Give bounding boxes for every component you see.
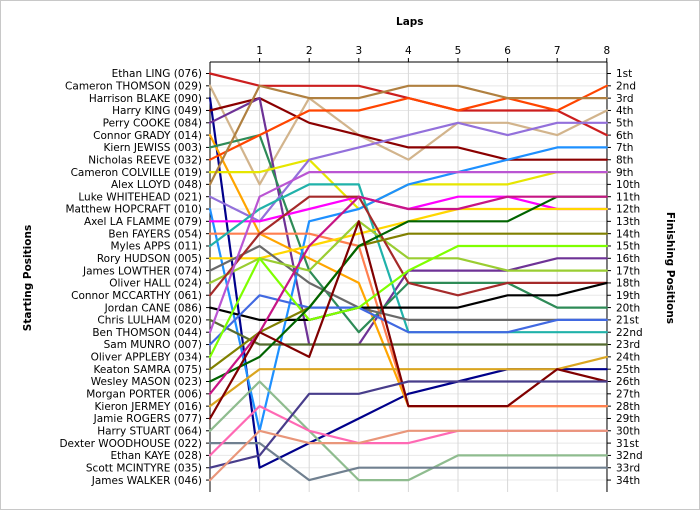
series-line-25 [208,232,608,371]
finish-position-label: 8th [616,154,633,166]
finish-position-label: 29th [616,413,640,425]
start-position-label: Connor GRADY (014) [93,130,202,142]
finish-position-label: 10th [616,179,640,191]
series-line-17 [208,244,608,321]
start-position-label: Rory HUDSON (005) [97,253,202,265]
start-position-label: Kieron JERMEY (016) [95,401,202,413]
start-position-label: Luke WHITEHEAD (021) [78,191,202,203]
series-line-24 [208,244,608,358]
finish-position-label: 27th [616,389,640,401]
x-tick-label: 6 [504,45,511,57]
series-line-21 [208,318,608,346]
series-line-34 [208,429,608,482]
series-line-27 [208,195,608,395]
finish-position-label: 32nd [616,450,643,462]
start-position-label: Alex LLOYD (048) [111,179,202,191]
series-line-12 [208,146,608,432]
start-position-label: Cameron THOMSON (029) [65,81,202,93]
finish-position-label: 9th [616,167,633,179]
series-line-10 [208,84,608,186]
start-position-label: Oliver HALL (024) [109,278,202,290]
x-axis-title: Laps [396,16,424,28]
finish-position-label: 14th [616,228,640,240]
finish-position-label: 26th [616,376,640,388]
finish-position-label: 22nd [616,327,643,339]
finish-position-label: 2nd [616,81,636,93]
start-position-label: Axel LA FLAMME (079) [84,216,202,228]
finish-position-label: 11th [616,191,640,203]
x-tick-label: 3 [355,45,362,57]
start-position-label: Morgan PORTER (006) [86,389,202,401]
start-position-label: Chris LULHAM (020) [97,315,202,327]
series-line-2 [208,84,608,186]
finish-position-label: 31st [616,438,639,450]
series-line-22 [208,171,608,334]
finish-position-label: 1st [616,68,632,80]
start-position-label: Ben THOMSON (044) [92,327,202,339]
series-line-30 [208,380,608,482]
finish-position-label: 18th [616,278,640,290]
series-line-23 [208,294,608,346]
start-position-label: Wesley MASON (023) [91,376,202,388]
start-position-label: Oliver APPLEBY (034) [91,352,202,364]
finish-position-label: 28th [616,401,640,413]
finish-position-label: 5th [616,117,633,129]
finish-position-label: 15th [616,241,640,253]
finish-position-label: 25th [616,364,640,376]
start-position-label: Harrison BLAKE (090) [89,93,202,105]
start-position-label: Matthew HOPCRAFT (010) [66,204,203,216]
finish-position-label: 3rd [616,93,633,105]
start-position-label: Ethan LING (076) [112,68,202,80]
start-position-label: Keaton SAMRA (075) [93,364,202,376]
series-line-31 [208,442,608,482]
x-tick-label: 5 [455,45,462,57]
series-line-20 [208,281,608,321]
start-position-label: Perry COOKE (084) [103,117,202,129]
start-position-label: Harry KING (049) [112,105,202,117]
x-tick-label: 1 [256,45,263,57]
x-tick-label: 7 [554,45,561,57]
finish-position-label: 17th [616,265,640,277]
series-line-18 [208,220,608,284]
x-tick-label: 8 [603,45,610,57]
finish-position-label: 30th [616,425,640,437]
finish-position-label: 33rd [616,462,640,474]
finish-position-label: 23rd [616,339,640,351]
start-position-label: Connor MCCARTHY (061) [71,290,202,302]
start-position-label: James WALKER (046) [91,475,202,487]
start-position-label: Harry STUART (064) [97,425,202,437]
start-position-label: Myles APPS (011) [110,241,202,253]
finish-position-label: 21st [616,315,639,327]
start-position-label: Jordan CANE (086) [104,302,202,314]
finish-position-label: 16th [616,253,640,265]
finish-position-label: 13th [616,216,640,228]
start-position-label: James LOWTHER (074) [82,265,202,277]
start-position-label: Dexter WOODHOUSE (022) [59,438,202,450]
x-tick-label: 4 [405,45,412,57]
start-position-label: Cameron COLVILLE (019) [71,167,202,179]
finish-position-label: 6th [616,130,633,142]
start-position-label: Nicholas REEVE (032) [88,154,202,166]
start-position-label: Scott MCINTYRE (035) [86,462,202,474]
start-position-label: Kiern JEWISS (003) [104,142,203,154]
finish-position-label: 4th [616,105,633,117]
start-position-label: Ben FAYERS (054) [108,228,202,240]
finish-position-label: 19th [616,290,640,302]
finish-position-label: 7th [616,142,633,154]
x-tick-label: 2 [306,45,313,57]
finish-position-label: 34th [616,475,640,487]
start-position-label: Sam MUNRO (007) [104,339,202,351]
finish-position-label: 20th [616,302,640,314]
series-line-19 [208,195,608,297]
start-position-label: Ethan KAYE (028) [110,450,202,462]
finish-position-label: 24th [616,352,640,364]
series-line-8 [208,84,608,161]
start-position-label: Jamie ROGERS (077) [93,413,202,425]
series-line-4 [208,96,608,161]
finish-position-label: 12th [616,204,640,216]
series-line-28 [208,355,608,408]
